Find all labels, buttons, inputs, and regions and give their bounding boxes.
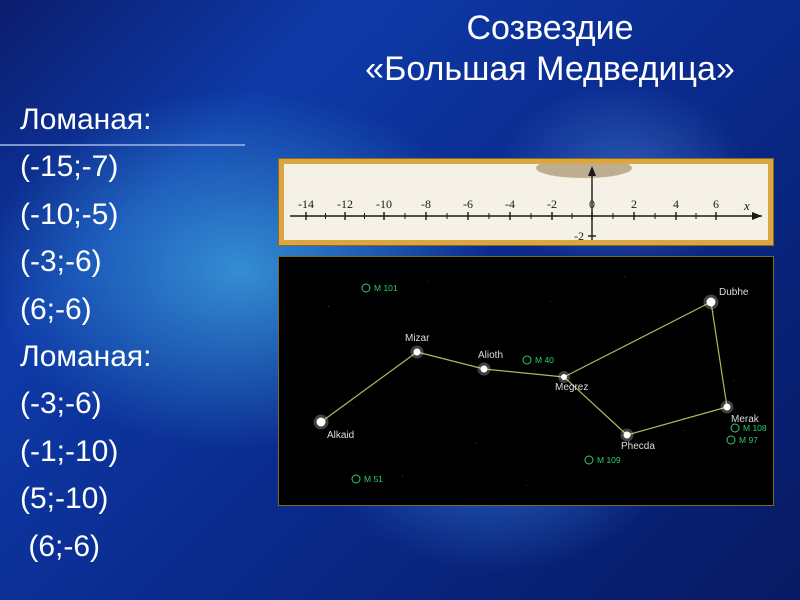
svg-text:M 97: M 97 xyxy=(739,435,758,445)
svg-text:-14: -14 xyxy=(298,197,314,211)
coord-row: (-3;-6) xyxy=(20,238,152,285)
coord-row: (-15;-7) xyxy=(20,143,152,190)
svg-text:-4: -4 xyxy=(505,197,515,211)
svg-text:4: 4 xyxy=(673,197,679,211)
coord-row: (-3;-6) xyxy=(20,380,152,427)
svg-text:-2: -2 xyxy=(547,197,557,211)
coord-row: (6;-6) xyxy=(20,286,152,333)
coord-row: (-10;-5) xyxy=(20,191,152,238)
svg-text:-8: -8 xyxy=(421,197,431,211)
coord-row: (6;-6) xyxy=(20,523,152,570)
svg-text:-2: -2 xyxy=(574,229,584,240)
svg-text:M 109: M 109 xyxy=(597,455,621,465)
svg-text:M 101: M 101 xyxy=(374,283,398,293)
svg-text:x: x xyxy=(743,198,750,213)
coord-row: (-1;-10) xyxy=(20,428,152,475)
svg-text:Alkaid: Alkaid xyxy=(327,430,354,441)
svg-text:M 108: M 108 xyxy=(743,423,767,433)
svg-text:Mizar: Mizar xyxy=(405,333,430,344)
axis-panel: -14 -12 -10 -8 -6 -4 -2 0 2 4 6 x -2 xyxy=(278,158,774,246)
constellation-svg: AlkaidMizarAliothMegrezPhecdaMerakDubheM… xyxy=(279,257,773,505)
svg-text:2: 2 xyxy=(631,197,637,211)
coordinate-list: Ломаная:(-15;-7)(-10;-5)(-3;-6)(6;-6)Лом… xyxy=(20,96,152,570)
svg-text:6: 6 xyxy=(713,197,719,211)
coord-row: (5;-10) xyxy=(20,475,152,522)
svg-text:M 40: M 40 xyxy=(535,355,554,365)
svg-text:Dubhe: Dubhe xyxy=(719,287,749,298)
constellation-chart: AlkaidMizarAliothMegrezPhecdaMerakDubheM… xyxy=(278,256,774,506)
slide-title: Созвездие «Большая Медведица» xyxy=(310,8,790,90)
svg-text:Megrez: Megrez xyxy=(555,382,588,393)
svg-text:M 51: M 51 xyxy=(364,474,383,484)
svg-text:-12: -12 xyxy=(337,197,353,211)
coord-row: Ломаная: xyxy=(20,96,152,143)
coord-row: Ломаная: xyxy=(20,333,152,380)
title-line2: «Большая Медведица» xyxy=(365,50,735,88)
title-line1: Созвездие xyxy=(466,9,633,47)
svg-text:-10: -10 xyxy=(376,197,392,211)
svg-text:-6: -6 xyxy=(463,197,473,211)
number-line: -14 -12 -10 -8 -6 -4 -2 0 2 4 6 x -2 xyxy=(284,164,768,240)
svg-text:Phecda: Phecda xyxy=(621,441,655,452)
svg-text:0: 0 xyxy=(589,197,595,211)
svg-text:Alioth: Alioth xyxy=(478,350,503,361)
